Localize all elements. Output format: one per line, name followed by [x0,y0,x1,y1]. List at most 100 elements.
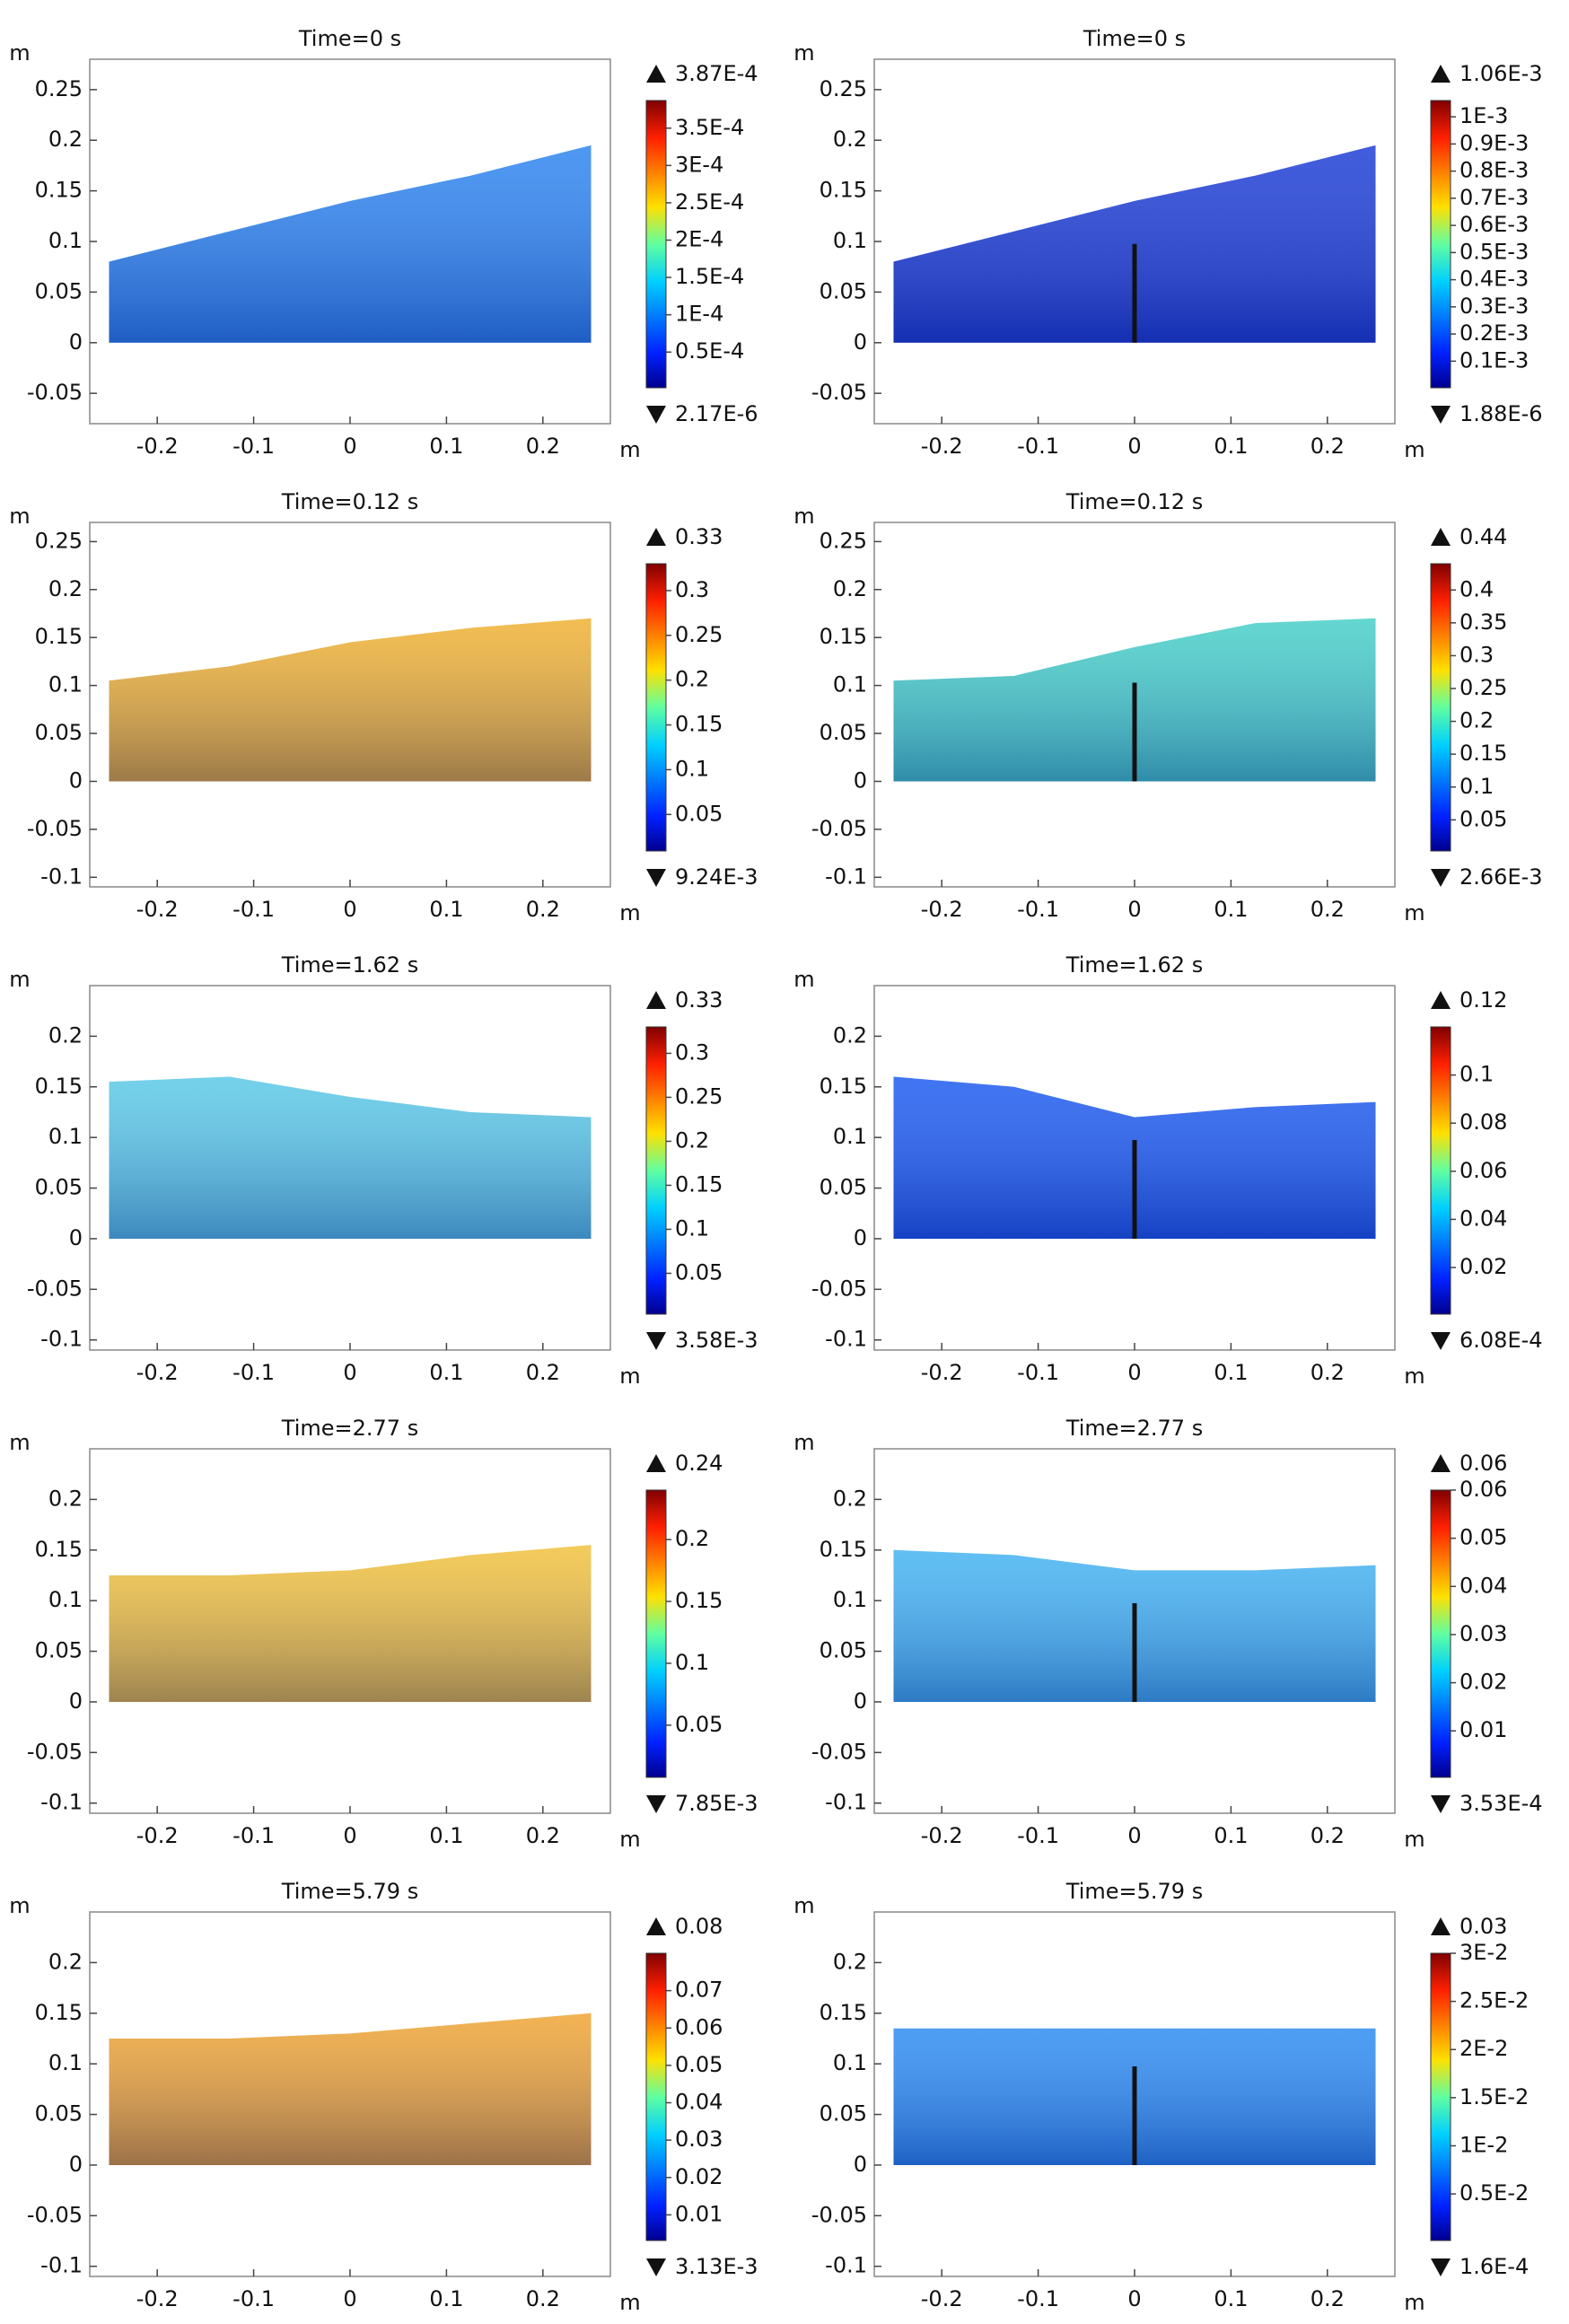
colorbar-tick-label: 0.05 [675,801,723,826]
fluid-shade [109,2013,592,2165]
y-tick-label: 0.05 [820,278,867,303]
x-tick-label: -0.2 [921,434,963,459]
y-tick-label: 0.05 [820,1175,867,1200]
panel-title: Time=2.77 s [281,1416,418,1441]
panel: Time=1.62 s -0.2 -0.1 0 0.1 0.2 -0.1 -0.05 0 0.05… [793,952,1542,1389]
panel: Time=0 s -0.2 -0.1 0 0.1 0.2 -0.05 0 0.05 0.1 0.15… [793,26,1542,462]
y-tick-label: -0.05 [811,2202,867,2227]
min-label: 7.85E-3 [675,1791,758,1816]
min-label: 3.58E-3 [675,1328,758,1353]
y-tick-label: -0.05 [27,2202,83,2227]
x-tick-label: 0.2 [526,1823,560,1848]
y-tick-label: -0.1 [825,2253,867,2278]
colorbar [645,1026,667,1315]
colorbar-tick-label: 0.3 [675,1039,709,1065]
y-tick-label: 0.05 [820,1638,867,1663]
y-tick-label: -0.05 [811,1739,867,1764]
y-tick-label: 0 [854,767,867,793]
panel: Time=2.77 s -0.2 -0.1 0 0.1 0.2 -0.1 -0.05 0 0.05… [9,1416,758,1852]
y-tick-label: 0.1 [833,2050,867,2075]
y-tick-label: 0.2 [833,1022,867,1048]
x-tick-label: 0 [1127,2286,1141,2311]
max-marker [646,528,666,546]
y-tick-label: 0.2 [48,1486,83,1511]
max-label: 0.08 [675,1914,723,1939]
colorbar-tick-label: 0.5E-3 [1459,239,1529,264]
y-tick-label: 0.2 [48,1949,83,1974]
min-label: 1.6E-4 [1459,2254,1529,2279]
x-unit: m [619,1364,640,1389]
x-tick-label: 0.2 [526,434,560,459]
colorbar [645,100,667,389]
max-label: 0.44 [1459,524,1507,549]
colorbar-tick-label: 0.4E-3 [1459,267,1529,292]
y-tick-label: -0.05 [27,1739,83,1764]
x-unit: m [619,900,640,925]
colorbar-tick-label: 0.2 [675,667,709,692]
y-unit: m [9,967,30,992]
panel-title: Time=0 s [298,26,401,51]
y-tick-label: 0.1 [833,228,867,253]
min-marker [1431,2258,1451,2276]
y-tick-label: 0.15 [820,178,867,203]
colorbar [645,1952,667,2241]
y-tick-label: 0.05 [820,720,867,745]
min-marker [1431,1332,1451,1350]
colorbar-tick-label: 0.04 [675,2090,723,2115]
colorbar-tick-label: 0.04 [1459,1573,1507,1598]
panel: Time=0 s -0.2 -0.1 0 0.1 0.2 -0.05 0 0.05 0.1 0.15… [9,26,758,462]
y-unit: m [9,40,30,66]
panel-title: Time=0.12 s [281,489,418,514]
colorbar-tick-label: 0.15 [675,712,723,737]
y-unit: m [793,504,814,529]
colorbar-tick-label: 0.25 [675,622,723,647]
y-tick-label: 0.15 [35,2000,83,2025]
x-tick-label: 0.1 [429,1823,463,1848]
x-unit: m [619,2290,640,2315]
y-tick-label: -0.05 [811,816,867,841]
y-tick-label: 0.05 [35,720,83,745]
x-tick-label: -0.1 [232,2286,275,2311]
x-tick-label: 0.2 [526,897,560,922]
y-tick-label: 0 [69,329,83,355]
x-tick-label: -0.2 [921,1823,963,1848]
x-tick-label: 0.1 [429,1360,463,1385]
min-marker [646,869,666,887]
colorbar-tick-label: 0.7E-3 [1459,185,1529,210]
x-tick-label: -0.2 [136,1360,179,1385]
y-tick-label: -0.1 [40,864,83,889]
x-tick-label: 0 [1127,1823,1141,1848]
colorbar-tick-label: 0.3 [1459,642,1494,667]
colorbar-tick-label: 0.03 [675,2127,723,2152]
y-tick-label: -0.1 [825,864,867,889]
y-tick-label: -0.05 [27,816,83,841]
x-tick-label: -0.1 [1017,897,1059,922]
panel-title: Time=1.62 s [281,952,418,978]
colorbar-tick-label: 0.1 [675,756,709,781]
max-marker [1431,528,1451,546]
panel: Time=0.12 s -0.2 -0.1 0 0.1 0.2 -0.1 -0.05 0 0.05… [793,489,1542,925]
colorbar-tick-label: 0.15 [1459,741,1507,766]
y-tick-label: -0.05 [811,1276,867,1301]
y-unit: m [793,1893,814,1918]
colorbar-tick-label: 0.25 [1459,675,1507,700]
x-unit: m [619,437,640,462]
x-tick-label: -0.2 [921,2286,963,2311]
x-tick-label: 0.1 [1214,1360,1248,1385]
x-unit: m [619,1827,640,1852]
x-tick-label: 0 [343,1360,356,1385]
max-label: 0.24 [675,1451,723,1476]
fluid-shade [109,1076,592,1239]
panel-title: Time=5.79 s [1065,1879,1203,1904]
max-label: 0.06 [1459,1451,1507,1476]
max-label: 1.06E-3 [1459,61,1543,86]
y-tick-label: -0.1 [40,1790,83,1815]
y-unit: m [793,40,814,66]
colorbar-tick-label: 0.1 [675,1650,709,1675]
panel-title: Time=2.77 s [1065,1416,1203,1441]
colorbar [645,563,667,852]
y-tick-label: 0.15 [35,178,83,203]
colorbar-tick-label: 0.05 [1459,806,1507,831]
colorbar-tick-label: 0.01 [675,2201,723,2226]
